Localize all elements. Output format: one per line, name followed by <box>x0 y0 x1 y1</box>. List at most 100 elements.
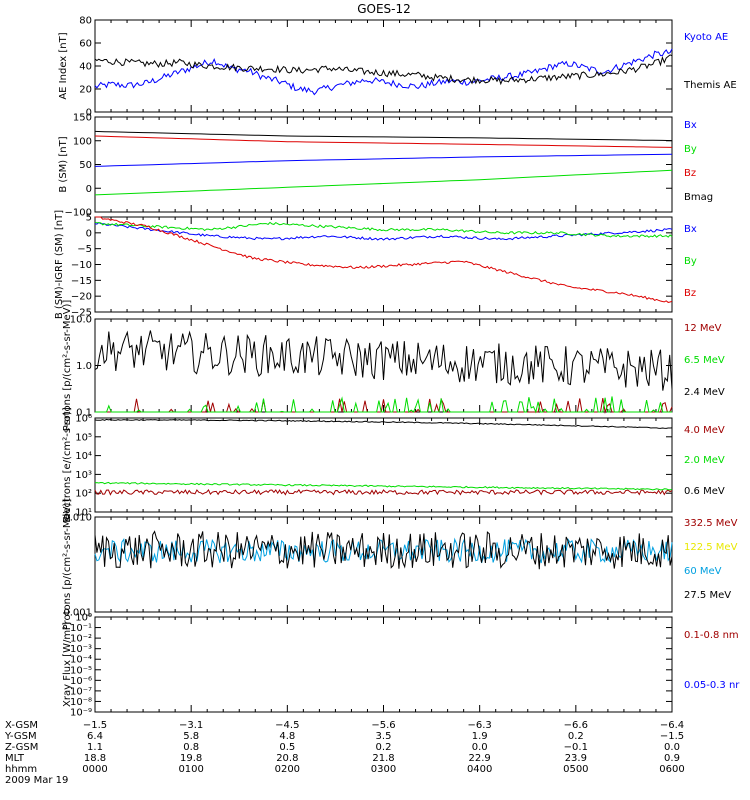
y-tick-label: 10¹ <box>75 508 92 519</box>
y-tick-label: 10.0 <box>70 315 92 326</box>
legend-entry: 2.4 MeV <box>684 387 725 398</box>
legend-entry: Themis AE <box>683 80 737 91</box>
x-row-value: 0.8 <box>183 742 199 753</box>
legend-entry: By <box>684 144 697 155</box>
series-line <box>94 330 673 391</box>
y-tick-label: 80 <box>79 16 92 27</box>
series-line <box>95 396 672 414</box>
y-tick-label: 20 <box>79 85 92 96</box>
y-tick-label: 10⁻⁵ <box>70 665 92 676</box>
y-tick-label: 10⁵ <box>75 432 92 443</box>
x-row-value: 0400 <box>467 764 492 775</box>
y-tick-label: 40 <box>79 62 92 73</box>
series-line <box>94 153 673 167</box>
x-row-value: 3.5 <box>376 731 392 742</box>
panel-frame <box>94 116 673 213</box>
y-tick-label: 5 <box>86 213 92 224</box>
x-row-label: X-GSM <box>5 720 38 731</box>
x-row-value: 0600 <box>659 764 684 775</box>
y-tick-label: 60 <box>79 39 92 50</box>
x-row-value: 0100 <box>178 764 203 775</box>
x-row-value: 0500 <box>563 764 588 775</box>
y-tick-label: −25 <box>71 308 92 319</box>
series-line <box>94 54 673 86</box>
y-tick-label: 50 <box>79 160 92 171</box>
x-row-value: 0.2 <box>376 742 392 753</box>
x-row-label: Z-GSM <box>5 742 38 753</box>
series-line <box>94 169 673 196</box>
x-row-value: 0.5 <box>279 742 295 753</box>
legend-entry: Bx <box>684 224 697 235</box>
y-tick-label: 1.0 <box>76 361 92 372</box>
x-row-value: 5.8 <box>183 731 199 742</box>
panel-2: 150 100 50 0 −100 B (SM) [nT] Bx By Bz Bmag <box>58 113 713 219</box>
y-axis-label: Protons [p/(cm²-s-sr-MeV)] <box>62 300 73 432</box>
y-tick-label: −10 <box>71 260 92 271</box>
y-axis-label: B (SM) [nT] <box>58 136 69 192</box>
y-tick-label: 10⁻⁸ <box>70 697 92 708</box>
panel-frame <box>94 616 673 713</box>
x-row-value: 20.8 <box>276 753 298 764</box>
series-line <box>94 221 673 238</box>
panel-frame <box>94 216 673 313</box>
x-row-value: 21.8 <box>372 753 394 764</box>
x-row-value: 0300 <box>371 764 396 775</box>
panel-3: 5 0 −5 −10 −15 −20 −25 B (SM)-IGRF (SM) [nT] Bx B… <box>54 210 697 319</box>
y-tick-label: −15 <box>71 276 92 287</box>
x-row-value: 1.9 <box>472 731 488 742</box>
series-line <box>94 530 673 570</box>
legend-entry: 122.5 MeV <box>684 542 738 553</box>
chart-title: GOES-12 <box>357 2 411 16</box>
y-axis-label: Electrons [e/(cm²-s-sr)] <box>62 407 73 523</box>
y-tick-label: 0 <box>86 184 92 195</box>
y-tick-label: 10⁴ <box>75 451 92 462</box>
x-row-label: MLT <box>5 753 25 764</box>
y-tick-label: 10⁻⁶ <box>70 676 92 687</box>
y-axis-label: Protons [p/(cm²-s-sr-MeV)] <box>62 499 73 631</box>
x-row-value: −0.1 <box>564 742 588 753</box>
legend-entry: 4.0 MeV <box>684 425 725 436</box>
legend-entry: 0.05-0.3 nr <box>684 680 740 691</box>
y-tick-label: 0 <box>86 228 92 239</box>
panel-7: 10⁰10⁻¹10⁻²10⁻³10⁻⁴10⁻⁵10⁻⁶10⁻⁷10⁻⁸10⁻⁹X… <box>62 613 740 719</box>
y-tick-label: 0.001 <box>63 608 92 619</box>
date-label: 2009 Mar 19 <box>5 775 68 786</box>
y-tick-label: 0.1 <box>76 408 92 419</box>
x-axis-table: X-GSM −1.5 −3.1 −4.5 −5.6 −6.3 −6.6 −6.4 Y-GSM 6.… <box>4 720 685 786</box>
x-row-value: 23.9 <box>565 753 587 764</box>
panel-frame <box>94 417 673 513</box>
series-line <box>94 130 673 142</box>
series-line <box>94 222 673 241</box>
y-tick-label: −100 <box>65 208 92 219</box>
x-row-value: 0200 <box>275 764 300 775</box>
x-row-value: 0.0 <box>664 742 680 753</box>
y-tick-label: 10³ <box>75 470 92 481</box>
series-line <box>94 481 673 491</box>
y-tick-label: 0.010 <box>63 513 92 524</box>
x-row-label: hhmm <box>5 764 37 775</box>
x-row-value: 1.1 <box>87 742 103 753</box>
legend-entry: 6.5 MeV <box>684 355 725 366</box>
y-tick-label: 10⁶ <box>75 414 92 425</box>
x-row-value: −6.6 <box>564 720 588 731</box>
y-axis-label: Xray Flux [W/m²] <box>62 622 73 707</box>
series-line <box>94 418 673 429</box>
x-row-value: 22.9 <box>469 753 491 764</box>
y-tick-label: 100 <box>73 136 92 147</box>
y-axis-label: AE Index [nT] <box>58 32 69 99</box>
x-row-value: 0000 <box>82 764 107 775</box>
series-line <box>95 216 673 303</box>
series-line <box>94 537 673 564</box>
x-row-value: 0.9 <box>664 753 680 764</box>
x-row-value: −4.5 <box>275 720 299 731</box>
legend-entry: 0.6 MeV <box>684 486 725 497</box>
x-row-value: −6.3 <box>468 720 492 731</box>
legend-entry: 0.1-0.8 nm <box>684 630 739 641</box>
y-tick-label: 10⁻⁷ <box>70 686 92 697</box>
x-row-value: −3.1 <box>179 720 203 731</box>
x-row-value: 0.0 <box>472 742 488 753</box>
